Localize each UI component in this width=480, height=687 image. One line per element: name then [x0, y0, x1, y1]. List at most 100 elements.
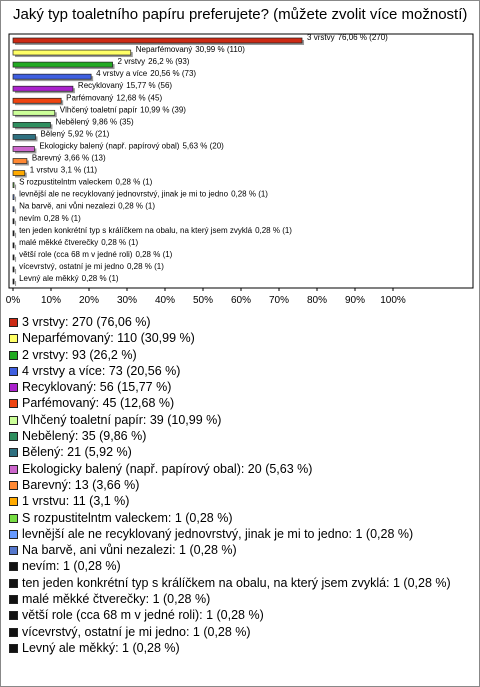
- value-label: 5,92 % (21): [68, 129, 110, 138]
- bar: [12, 85, 74, 92]
- value-label: 20,56 % (73): [150, 69, 196, 78]
- legend-swatch: [9, 415, 18, 425]
- category-label: Bělený: [40, 129, 64, 138]
- legend-swatch: [9, 497, 18, 507]
- legend-swatch: [9, 513, 18, 523]
- legend-item: Nebělený: 35 (9,86 %): [9, 428, 471, 444]
- legend-swatch: [9, 480, 18, 490]
- bar-label: Ekologicky balený (např. papírový obal) 5…: [39, 141, 224, 150]
- bar-shadow: [15, 281, 17, 286]
- x-tick-label: 90%: [345, 295, 365, 306]
- legend-label: Nebělený: 35 (9,86 %): [22, 429, 147, 444]
- bar-label: levnější ale ne recyklovaný jednovrstvý,…: [19, 190, 268, 199]
- legend-item: větší role (cca 68 m v jedné roli): 1 (0…: [9, 607, 471, 623]
- chart: Jaký typ toaletního papíru preferujete? …: [6, 6, 474, 306]
- category-label: levnější ale ne recyklovaný jednovrstvý,…: [19, 190, 229, 199]
- value-label: 0,28 % (1): [135, 250, 172, 259]
- value-label: 0,28 % (1): [231, 190, 268, 199]
- legend-swatch: [9, 529, 18, 539]
- legend-label: levnější ale ne recyklovaný jednovrstvý,…: [22, 526, 414, 541]
- value-label: 15,77 % (56): [126, 81, 172, 90]
- value-label: 0,28 % (1): [115, 178, 152, 187]
- bar: [12, 218, 15, 225]
- category-label: Vlhčený toaletní papír: [60, 105, 138, 114]
- category-label: nevím: [19, 214, 41, 223]
- category-label: 1 vrstvu: [30, 166, 58, 175]
- legend-item: Ekologicky balený (např. papírový obal):…: [9, 461, 471, 477]
- legend-label: S rozpustitelntm valeckem: 1 (0,28 %): [22, 510, 233, 525]
- legend-label: 2 vrstvy: 93 (26,2 %): [22, 347, 137, 362]
- legend-swatch: [9, 399, 18, 409]
- value-label: 76,06 % (270): [338, 33, 389, 42]
- legend-item: Bělený: 21 (5,92 %): [9, 444, 471, 460]
- legend-label: nevím: 1 (0,28 %): [22, 559, 121, 574]
- x-tick-label: 40%: [155, 295, 175, 306]
- legend-label: Parfémovaný: 45 (12,68 %): [22, 396, 175, 411]
- legend-swatch: [9, 366, 18, 376]
- legend-label: ten jeden konkrétní typ s králíčkem na o…: [22, 575, 451, 590]
- value-label: 0,28 % (1): [101, 238, 138, 247]
- bar: [12, 182, 15, 188]
- category-label: malé měkké čtverečky: [19, 238, 98, 247]
- legend-swatch: [9, 350, 18, 360]
- bar-label: Neparfémovaný 30,99 % (110): [136, 45, 245, 54]
- legend: 3 vrstvy: 270 (76,06 %) Neparfémovaný: 11…: [9, 314, 471, 656]
- category-label: 3 vrstvy: [307, 33, 335, 42]
- legend-item: 4 vrstvy a více: 73 (20,56 %): [9, 363, 471, 379]
- category-label: 2 vrstvy: [118, 57, 146, 66]
- bar-label: Levný ale měkký 0,28 % (1): [19, 274, 119, 283]
- category-label: Na barvě, ani vůni nezalezi: [19, 202, 115, 211]
- value-label: 0,28 % (1): [127, 262, 164, 271]
- legend-swatch: [9, 562, 18, 572]
- bar: [12, 97, 62, 104]
- value-label: 5,63 % (20): [182, 141, 224, 150]
- bar-label: Nebělený 9,86 % (35): [55, 117, 134, 126]
- bar: [12, 206, 15, 213]
- bar: [12, 109, 56, 116]
- legend-label: 4 vrstvy a více: 73 (20,56 %): [22, 363, 181, 378]
- bar: [12, 146, 35, 152]
- bar: [12, 278, 15, 285]
- category-label: vícevrstvý, ostatní je mi jedno: [19, 262, 124, 271]
- category-label: Neparfémovaný: [136, 45, 192, 54]
- legend-label: vícevrstvý, ostatní je mi jedno: 1 (0,28…: [22, 624, 251, 639]
- category-label: S rozpustitelntm valeckem: [19, 178, 113, 187]
- bar: [12, 134, 36, 140]
- legend-swatch: [9, 546, 18, 556]
- bar: [12, 170, 26, 176]
- bar-shadow: [15, 220, 17, 226]
- bar-label: malé měkké čtverečky 0,28 % (1): [19, 238, 138, 247]
- legend-label: Neparfémovaný: 110 (30,99 %): [22, 331, 195, 346]
- legend-swatch: [9, 627, 18, 637]
- bar-label: 1 vrstvu 3,1 % (11): [30, 166, 98, 175]
- value-label: 12,68 % (45): [116, 93, 162, 102]
- value-label: 3,66 % (13): [64, 154, 106, 163]
- x-tick-label: 30%: [117, 295, 137, 306]
- category-label: Ekologicky balený (např. papírový obal): [39, 141, 179, 150]
- bar-label: 4 vrstvy a více 20,56 % (73): [96, 69, 196, 78]
- legend-item: nevím: 1 (0,28 %): [9, 558, 471, 574]
- legend-swatch: [9, 448, 18, 458]
- legend-swatch: [9, 611, 18, 621]
- category-label: Nebělený: [55, 117, 89, 126]
- x-tick-label: 70%: [269, 295, 289, 306]
- legend-label: Recyklovaný: 56 (15,77 %): [22, 380, 172, 395]
- category-label: větší role (cca 68 m v jedné roli): [19, 250, 133, 259]
- bar-label: Vlhčený toaletní papír 10,99 % (39): [60, 105, 187, 114]
- legend-swatch: [9, 578, 18, 588]
- legend-item: 1 vrstvu: 11 (3,1 %): [9, 493, 471, 509]
- legend-swatch: [9, 334, 18, 344]
- x-tick-label: 0%: [6, 295, 21, 306]
- bar-shadow: [15, 268, 17, 274]
- x-tick-label: 10%: [41, 295, 61, 306]
- legend-label: 3 vrstvy: 270 (76,06 %): [22, 315, 151, 329]
- x-tick-label: 50%: [193, 295, 213, 306]
- category-label: Barevný: [32, 154, 61, 163]
- legend-label: Barevný: 13 (3,66 %): [22, 477, 140, 492]
- legend-swatch: [9, 595, 18, 605]
- legend-item: vícevrstvý, ostatní je mi jedno: 1 (0,28…: [9, 624, 471, 640]
- legend-item: Neparfémovaný: 110 (30,99 %): [9, 330, 471, 346]
- category-label: Recyklovaný: [78, 81, 123, 90]
- legend-label: Bělený: 21 (5,92 %): [22, 445, 132, 460]
- x-tick-label: 60%: [231, 295, 251, 306]
